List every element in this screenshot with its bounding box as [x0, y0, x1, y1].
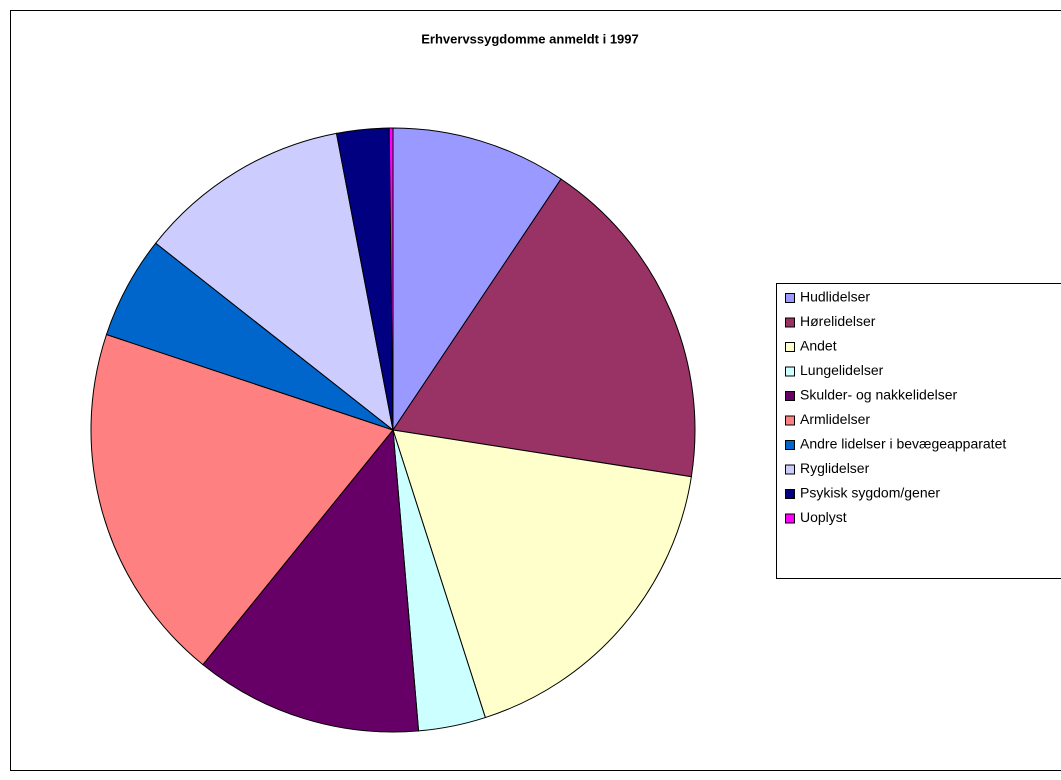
legend-label: Lungelidelser	[800, 362, 884, 378]
pie-slice	[155, 132, 394, 432]
legend-label: Psykisk sygdom/gener	[800, 485, 940, 501]
legend-label: Hudlidelser	[800, 289, 870, 305]
legend-label: Ryglidelser	[800, 460, 870, 476]
pie-slice	[388, 127, 394, 431]
legend-label: Andre lidelser i bevægeapparatet	[800, 436, 1006, 452]
legend-swatch	[785, 440, 795, 450]
legend-swatch	[785, 366, 795, 377]
legend-swatch	[785, 464, 795, 475]
pie-slice	[90, 333, 394, 666]
chart-title: Erhvervssygdomme anmeldt i 1997	[421, 31, 639, 46]
legend-swatch	[785, 293, 795, 303]
pie-slice	[392, 178, 696, 478]
legend-box	[776, 283, 1061, 579]
pie	[90, 127, 696, 733]
legend: Hudlidelser Hørelidelser Andet Lungelidelse…	[785, 289, 1006, 525]
legend-swatch	[785, 489, 795, 499]
legend-label: Uoplyst	[800, 509, 847, 525]
legend-label: Hørelidelser	[800, 313, 876, 329]
pie-slice	[392, 127, 562, 432]
legend-label: Skulder- og nakkelidelser	[800, 387, 958, 403]
legend-label: Armlidelser	[800, 411, 870, 427]
legend-swatch	[785, 342, 795, 352]
pie-slice	[392, 429, 692, 719]
legend-swatch	[785, 391, 795, 401]
legend-swatch	[785, 317, 795, 328]
legend-label: Andet	[800, 338, 837, 354]
legend-swatch	[785, 415, 795, 426]
pie-slice	[202, 428, 420, 733]
legend-swatch	[785, 513, 795, 524]
